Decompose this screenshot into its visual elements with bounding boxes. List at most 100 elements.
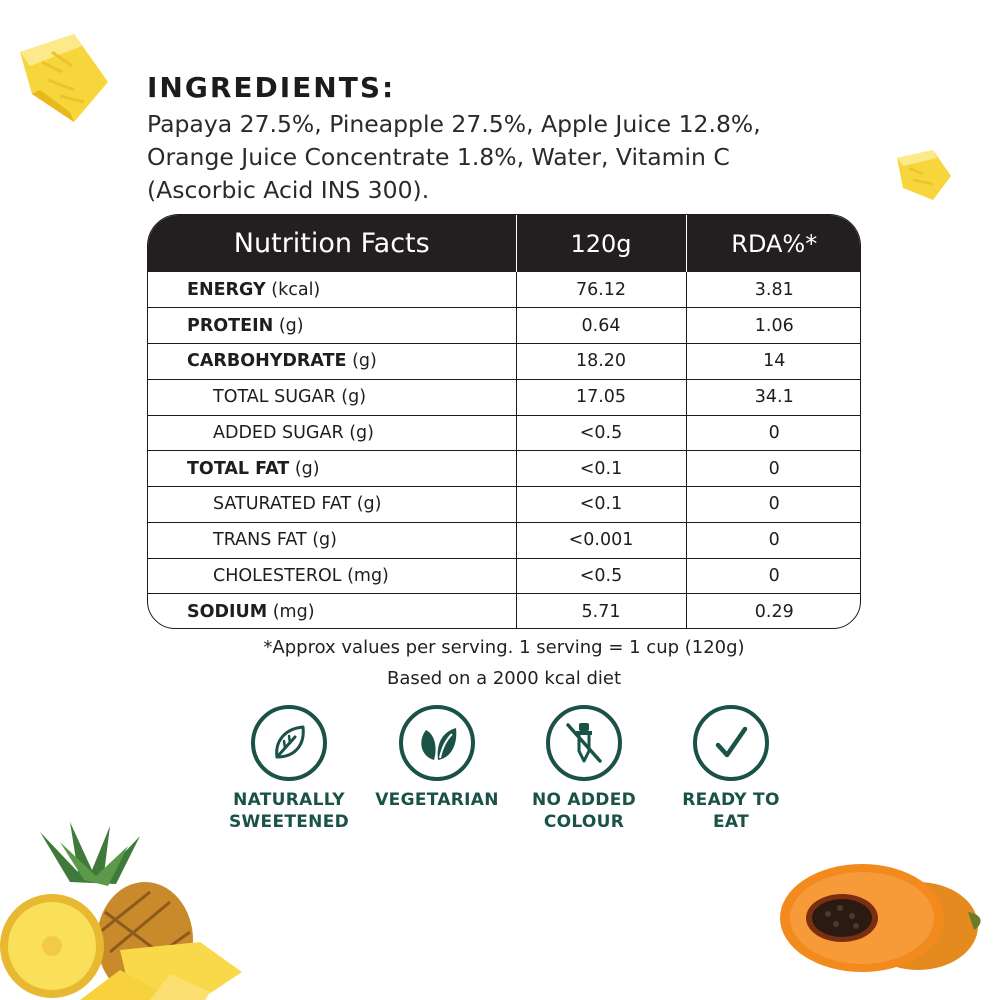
leaf-icon xyxy=(275,725,305,759)
nutrient-unit: (mg) xyxy=(272,601,315,622)
badge-label: NATURALLY SWEETENED xyxy=(214,789,364,833)
nutrient-name: TOTAL FAT xyxy=(187,458,290,479)
badge-label-line: COLOUR xyxy=(543,812,625,832)
nutrient-value: 0.64 xyxy=(516,307,687,344)
ingredients-line: Orange Juice Concentrate 1.8%, Water, Vi… xyxy=(147,143,730,171)
nutrient-label: SATURATED FAT (g) xyxy=(148,486,517,523)
vegetarian-leaf-icon xyxy=(421,728,457,760)
table-row: CHOLESTEROL (mg) <0.5 0 xyxy=(148,557,860,594)
table-row: SATURATED FAT (g) <0.1 0 xyxy=(148,486,860,523)
nutrient-name: TRANS FAT xyxy=(213,530,307,551)
badge-label-line: EAT xyxy=(713,812,749,832)
ingredients-section: INGREDIENTS: Papaya 27.5%, Pineapple 27.… xyxy=(147,70,847,207)
badge-circle xyxy=(251,705,327,781)
no-dropper-icon xyxy=(566,723,602,763)
badge-ready-to-eat: READY TO EAT xyxy=(656,705,806,833)
nutrient-label: CARBOHYDRATE (g) xyxy=(148,343,517,380)
badge-no-added-colour: NO ADDED COLOUR xyxy=(509,705,659,833)
nutrient-name: ENERGY xyxy=(187,279,266,300)
nutrient-name: CHOLESTEROL xyxy=(213,565,342,586)
pineapple-image xyxy=(0,822,242,1000)
nutrient-label: TOTAL FAT (g) xyxy=(148,450,517,487)
badge-circle xyxy=(693,705,769,781)
nutrient-unit: (g) xyxy=(356,494,382,515)
nutrient-label: PROTEIN (g) xyxy=(148,307,517,344)
badge-label-line: VEGETARIAN xyxy=(375,790,499,810)
nutrient-name: CARBOHYDRATE xyxy=(187,351,347,372)
badge-label-line: NO ADDED xyxy=(531,790,637,810)
badge-label-line: READY TO xyxy=(682,790,780,810)
nutrient-label: ENERGY (kcal) xyxy=(148,272,517,308)
nutrient-rda: 0 xyxy=(686,521,860,558)
nutrient-rda: 0.29 xyxy=(686,593,860,628)
badge-circle xyxy=(546,705,622,781)
nutrient-rda: 0 xyxy=(686,557,860,594)
serving-footnote: *Approx values per serving. 1 serving = … xyxy=(263,637,745,658)
papaya-image xyxy=(780,864,981,972)
nutrient-unit: (mg) xyxy=(347,565,389,586)
nutrient-rda: 34.1 xyxy=(686,378,860,415)
table-row: SODIUM (mg) 5.71 0.29 xyxy=(148,593,860,628)
nutrient-unit: (g) xyxy=(341,387,367,408)
ingredients-line: Papaya 27.5%, Pineapple 27.5%, Apple Jui… xyxy=(147,110,761,138)
nutrient-name: TOTAL SUGAR xyxy=(213,387,336,408)
nutrient-value: 17.05 xyxy=(516,378,687,415)
badge-label: READY TO EAT xyxy=(656,789,806,833)
nutrient-rda: 1.06 xyxy=(686,307,860,344)
table-header-row: Nutrition Facts 120g RDA%* xyxy=(148,215,860,272)
nutrient-unit: (kcal) xyxy=(271,279,321,300)
nutrient-name: SATURATED FAT xyxy=(213,494,352,515)
nutrient-name: SODIUM xyxy=(187,601,268,622)
nutrient-rda: 3.81 xyxy=(754,279,794,300)
table-row: TOTAL FAT (g) <0.1 0 xyxy=(148,450,860,487)
table-row: ADDED SUGAR (g) <0.5 0 xyxy=(148,414,860,451)
ingredients-text: Papaya 27.5%, Pineapple 27.5%, Apple Jui… xyxy=(147,108,847,207)
nutrient-label: TRANS FAT (g) xyxy=(148,521,517,558)
header-serving-size: 120g xyxy=(516,215,687,272)
ingredients-line: (Ascorbic Acid INS 300). xyxy=(147,176,430,204)
ingredients-title: INGREDIENTS: xyxy=(147,71,396,104)
nutrition-facts-table: Nutrition Facts 120g RDA%* ENERGY (kcal)… xyxy=(147,214,861,629)
nutrient-name: ADDED SUGAR xyxy=(213,422,344,443)
table-row: CARBOHYDRATE (g) 18.20 14 xyxy=(148,343,860,380)
diet-footnote: Based on a 2000 kcal diet xyxy=(386,668,622,689)
nutrient-rda: 0 xyxy=(686,414,860,451)
nutrient-rda: 0 xyxy=(686,486,860,523)
nutrient-value: 18.20 xyxy=(516,343,687,380)
header-rda: RDA%* xyxy=(686,215,860,272)
badge-circle xyxy=(399,705,475,781)
nutrient-value: <0.5 xyxy=(516,557,687,594)
nutrient-value: <0.1 xyxy=(516,450,687,487)
nutrient-value: <0.001 xyxy=(516,521,687,558)
nutrient-value: 76.12 xyxy=(516,272,687,308)
nutrient-label: TOTAL SUGAR (g) xyxy=(148,378,517,415)
nutrient-name: PROTEIN xyxy=(187,315,274,336)
nutrient-value: <0.1 xyxy=(516,486,687,523)
nutrient-rda: 0 xyxy=(686,450,860,487)
badge-naturally-sweetened: NATURALLY SWEETENED xyxy=(214,705,364,833)
nutrient-unit: (g) xyxy=(278,315,304,336)
header-nutrition-facts: Nutrition Facts xyxy=(148,215,517,272)
nutrient-unit: (g) xyxy=(294,458,320,479)
badge-label: VEGETARIAN xyxy=(362,789,512,811)
nutrient-rda: 14 xyxy=(686,343,860,380)
table-row: TOTAL SUGAR (g) 17.05 34.1 xyxy=(148,378,860,415)
nutrient-label: SODIUM (mg) xyxy=(148,593,517,628)
nutrient-value: <0.5 xyxy=(516,414,687,451)
badge-label-line: NATURALLY xyxy=(233,790,345,810)
nutrient-unit: (g) xyxy=(349,422,374,443)
pineapple-chunk-image xyxy=(897,150,951,200)
badge-vegetarian: VEGETARIAN xyxy=(362,705,512,811)
nutrient-unit: (g) xyxy=(312,530,337,551)
pineapple-chunk-image xyxy=(20,34,108,122)
checkmark-icon xyxy=(715,726,748,758)
nutrient-unit: (g) xyxy=(352,351,377,372)
nutrient-value: 5.71 xyxy=(516,593,687,628)
table-row: ENERGY (kcal) 76.12 3.81 xyxy=(148,272,860,308)
nutrient-label: CHOLESTEROL (mg) xyxy=(148,557,517,594)
badge-label: NO ADDED COLOUR xyxy=(509,789,659,833)
badge-label-line: SWEETENED xyxy=(228,812,350,832)
nutrient-label: ADDED SUGAR (g) xyxy=(148,414,517,451)
table-row: TRANS FAT (g) <0.001 0 xyxy=(148,521,860,558)
table-row: PROTEIN (g) 0.64 1.06 xyxy=(148,307,860,344)
